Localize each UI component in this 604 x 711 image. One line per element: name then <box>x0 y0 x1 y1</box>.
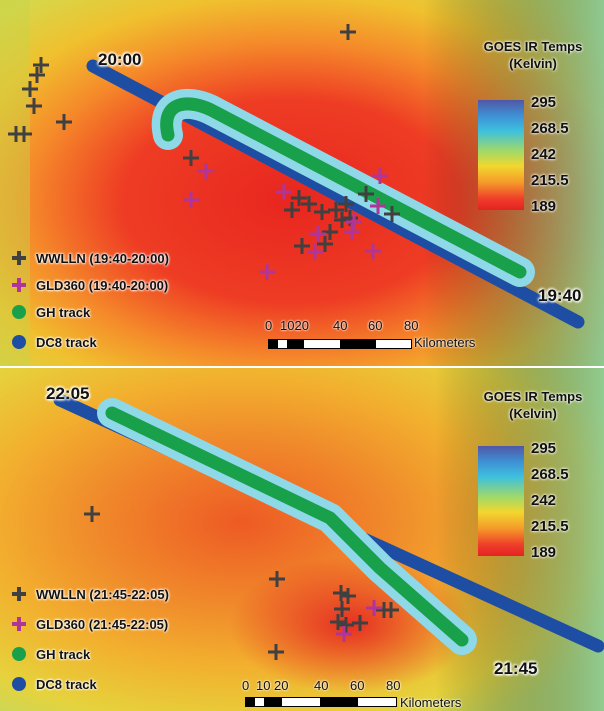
gh-track-line <box>160 97 527 279</box>
legend-label: DC8 track <box>36 676 97 692</box>
scale-tick: 60 <box>368 318 383 333</box>
scale-bar <box>245 697 397 707</box>
wwlln-strokes <box>84 506 399 660</box>
scale-tick: 80 <box>386 678 401 693</box>
legend-label: DC8 track <box>36 334 97 350</box>
cross-icon <box>12 251 26 265</box>
colorbar-tick: 242 <box>531 146 557 163</box>
legend-item-wwlln: WWLLN (21:45-22:05) <box>8 584 169 604</box>
scale-bar <box>268 339 412 349</box>
scale-tick: 1020 <box>280 318 309 333</box>
legend-item-dc8-track: DC8 track <box>8 332 97 352</box>
track-start-time: 20:00 <box>98 50 142 69</box>
scale-unit: Kilometers <box>400 695 462 710</box>
track-start-time: 22:05 <box>46 384 90 403</box>
legend-label: GH track <box>36 304 91 320</box>
scale-tick: 10 <box>256 678 271 693</box>
legend-label: GLD360 (19:40-20:00) <box>36 277 169 293</box>
colorbar-tick: 295 <box>531 440 557 457</box>
scale-tick: 40 <box>314 678 329 693</box>
dot-icon <box>12 647 26 661</box>
colorbar-title: GOES IR Temps (Kelvin) <box>466 38 600 72</box>
legend-item-gld360: GLD360 (21:45-22:05) <box>8 614 168 634</box>
track-end-time: 19:40 <box>538 286 582 305</box>
map-panel-bottom: 22:05 21:45 GOES IR Temps (Kelvin) 295 2… <box>0 368 604 711</box>
legend-label: GLD360 (21:45-22:05) <box>36 616 169 632</box>
gld360-strokes <box>183 163 388 280</box>
track-end-time: 21:45 <box>494 659 538 678</box>
scale-tick: 60 <box>350 678 365 693</box>
colorbar-title-line2: (Kelvin) <box>509 56 557 71</box>
gh-track-line <box>105 406 469 647</box>
dot-icon <box>12 335 26 349</box>
legend-label: GH track <box>36 646 91 662</box>
colorbar <box>478 100 524 210</box>
colorbar-title: GOES IR Temps (Kelvin) <box>466 388 600 422</box>
colorbar-tick: 189 <box>531 198 557 215</box>
scale-tick-labels: 0 1020 40 60 80 <box>0 318 604 336</box>
colorbar-title-line1: GOES IR Temps <box>483 389 583 404</box>
legend-item-gld360: GLD360 (19:40-20:00) <box>8 275 168 295</box>
cross-icon <box>12 617 26 631</box>
colorbar-tick: 268.5 <box>531 120 569 137</box>
legend-item-dc8-track: DC8 track <box>8 674 97 694</box>
scale-tick-labels: 0 10 20 40 60 80 <box>0 678 604 696</box>
legend-item-gh-track: GH track <box>8 644 90 664</box>
colorbar-tick: 242 <box>531 492 557 509</box>
gld360-strokes <box>336 600 382 642</box>
scale-unit: Kilometers <box>414 335 476 350</box>
colorbar <box>478 446 524 556</box>
legend-item-gh-track: GH track <box>8 302 90 322</box>
legend-item-wwlln: WWLLN (19:40-20:00) <box>8 248 169 268</box>
map-panel-top: 20:00 19:40 GOES IR Temps (Kelvin) 295 2… <box>0 0 604 366</box>
colorbar-tick: 215.5 <box>531 518 569 535</box>
cross-icon <box>12 587 26 601</box>
legend-label: WWLLN (19:40-20:00) <box>36 250 169 266</box>
legend-label: WWLLN (21:45-22:05) <box>36 586 169 602</box>
dot-icon <box>12 677 26 691</box>
colorbar-title-line2: (Kelvin) <box>509 406 557 421</box>
scale-tick: 80 <box>404 318 419 333</box>
scale-tick: 40 <box>333 318 348 333</box>
colorbar-title-line1: GOES IR Temps <box>483 39 583 54</box>
scale-tick: 0 <box>265 318 273 333</box>
colorbar-tick: 295 <box>531 94 557 111</box>
dot-icon <box>12 305 26 319</box>
scale-tick: 20 <box>274 678 289 693</box>
wwlln-strokes <box>8 24 400 254</box>
colorbar-tick: 268.5 <box>531 466 569 483</box>
colorbar-tick: 189 <box>531 544 557 561</box>
colorbar-tick: 215.5 <box>531 172 569 189</box>
scale-tick: 0 <box>242 678 250 693</box>
cross-icon <box>12 278 26 292</box>
